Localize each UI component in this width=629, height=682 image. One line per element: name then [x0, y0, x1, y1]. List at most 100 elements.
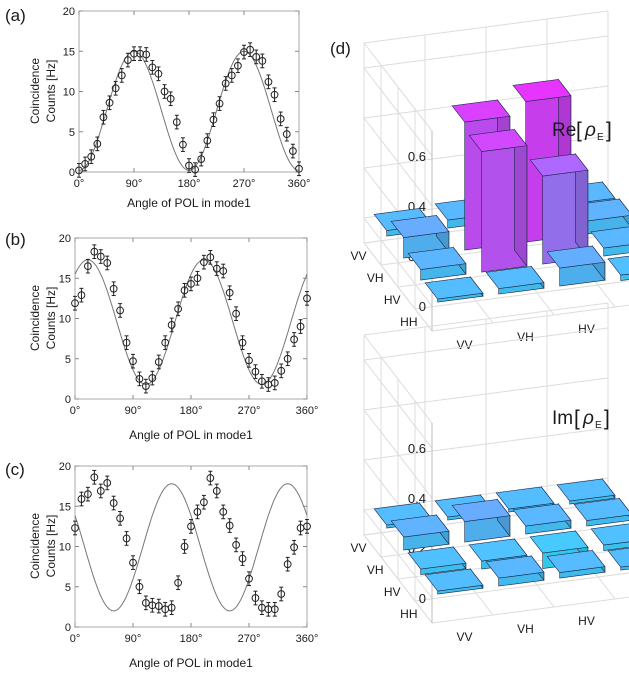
data-point — [219, 507, 228, 516]
data-point — [257, 377, 266, 386]
panel-c-x-tick-labels: 0° 90° 180° 270° 360° — [70, 633, 319, 645]
data-point — [83, 490, 92, 499]
im-rho-title: Im [ ρ E ] — [552, 407, 610, 431]
data-point — [303, 522, 311, 531]
wall-grid-line — [363, 42, 433, 132]
panel-c-fit-curve — [74, 483, 308, 612]
data-point — [277, 590, 286, 598]
data-point — [148, 63, 157, 72]
data-point — [87, 152, 96, 161]
data-point — [129, 357, 137, 366]
data-point — [99, 113, 108, 122]
bar-face — [603, 541, 629, 551]
y-tick-label: 20 — [59, 233, 71, 245]
panel-a-label: (a) — [5, 6, 26, 25]
wall-grid-line — [363, 327, 609, 361]
data-point — [172, 118, 181, 126]
data-point — [77, 495, 86, 503]
data-point — [90, 247, 99, 256]
data-point — [185, 161, 193, 170]
panel-d-label: (d) — [330, 39, 351, 58]
row-label: VH — [367, 563, 384, 577]
bar-top — [590, 523, 629, 546]
panel-b-data-points — [71, 244, 311, 394]
data-point — [283, 560, 292, 569]
re-rho-title-main: Re — [552, 120, 576, 141]
bar-face — [620, 273, 629, 281]
row-label: HV — [384, 293, 401, 307]
data-point — [117, 71, 126, 80]
bar-top — [607, 255, 629, 276]
wall-grid-line — [363, 377, 609, 411]
panel-b-y-tick-labels: 0 5 10 15 20 — [59, 233, 71, 406]
data-point — [212, 487, 221, 495]
panel-a-ylabel-line2: Counts [Hz] — [44, 60, 58, 123]
panel-c-y-tick-labels: 0 5 10 15 20 — [59, 461, 71, 634]
data-point — [233, 61, 242, 70]
data-point — [251, 367, 260, 376]
data-point — [303, 294, 311, 303]
im-rho-title-open-bracket: [ — [574, 407, 580, 430]
bar-top — [451, 99, 511, 123]
bar-top — [556, 478, 616, 502]
data-point — [77, 291, 86, 300]
im-rho-title-rho: ρ — [582, 408, 594, 429]
data-point — [221, 79, 230, 88]
col-label: HV — [578, 614, 595, 628]
panel-a-x-tick-labels: 0° 90° 180° 270° 360° — [74, 178, 311, 190]
data-point — [161, 338, 170, 347]
bar-top — [512, 79, 572, 102]
data-point — [129, 558, 137, 567]
data-point — [109, 499, 118, 507]
data-point — [81, 160, 90, 168]
floor-grid-line — [414, 572, 629, 602]
data-point — [93, 139, 102, 148]
bar-top — [424, 276, 484, 300]
data-point — [154, 602, 163, 610]
panel-b-label: (b) — [5, 230, 26, 249]
data-point — [193, 274, 202, 283]
data-point — [251, 594, 260, 602]
panel-c-ticks — [74, 465, 308, 628]
panel-a-xlabel: Angle of POL in mode1 — [127, 196, 251, 210]
data-point — [103, 479, 112, 487]
x-tick-label: 90° — [126, 178, 143, 190]
data-point — [277, 366, 286, 375]
data-point — [270, 605, 279, 614]
y-tick-label: 15 — [63, 46, 75, 58]
bar-top — [495, 486, 555, 510]
panel-a-data-points — [75, 42, 303, 178]
panel-c-plot-frame — [74, 465, 308, 628]
bar-top — [390, 514, 450, 538]
x-tick-label: 360° — [296, 633, 319, 645]
data-point — [90, 473, 99, 482]
z-tick-label: 0.4 — [408, 491, 426, 506]
data-point — [174, 578, 183, 587]
data-point — [252, 52, 261, 61]
data-point — [96, 487, 105, 495]
x-tick-label: 270° — [238, 633, 261, 645]
data-point — [264, 77, 273, 86]
im-rho-title-sub: E — [595, 420, 602, 431]
floor-grid-line — [431, 304, 629, 332]
x-tick-label: 270° — [238, 405, 261, 417]
bar-top — [390, 215, 450, 238]
data-point — [135, 582, 144, 591]
row-label: HH — [400, 315, 417, 329]
data-point — [246, 45, 255, 54]
row-label: HH — [400, 607, 417, 621]
panel-c-ylabel-line2: Counts [Hz] — [44, 515, 58, 578]
bar-top — [573, 498, 629, 521]
y-tick-label: 0 — [65, 394, 71, 406]
re-rho-title-open-bracket: [ — [576, 119, 582, 142]
im-rho-title-close-bracket: ] — [604, 407, 610, 430]
panel-c-xlabel: Angle of POL in mode1 — [129, 656, 253, 670]
im-rho-title-main: Im — [552, 408, 573, 429]
panel-b-xlabel: Angle of POL in mode1 — [129, 428, 253, 442]
wall-grid-line — [363, 509, 433, 599]
data-point — [178, 140, 187, 149]
re-rho-title: Re [ ρ E ] — [552, 119, 612, 143]
bar-top — [546, 245, 606, 269]
wall-grid-line — [363, 10, 609, 44]
